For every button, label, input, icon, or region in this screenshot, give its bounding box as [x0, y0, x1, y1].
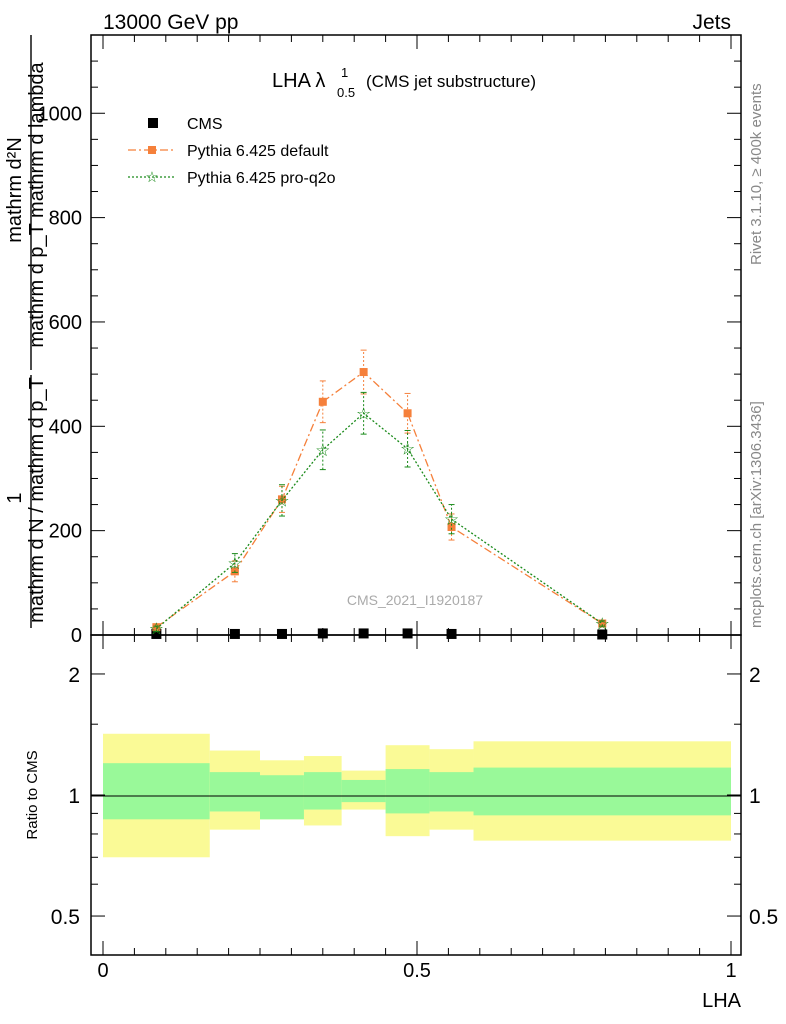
svg-text:mathrm d N / mathrm d p_T: mathrm d N / mathrm d p_T: [26, 377, 48, 623]
svg-text:LHA λ: LHA λ: [272, 70, 325, 92]
x-tick-label: 1: [725, 960, 736, 982]
rivet-label: Rivet 3.1.10, ≥ 400k events: [748, 83, 765, 265]
data-point: [402, 628, 413, 639]
title-main: LHA λ: [272, 70, 325, 92]
header-right: Jets: [692, 11, 731, 34]
band-inner: [260, 775, 304, 820]
band-inner: [303, 772, 342, 810]
title-suffix: (CMS jet substructure): [366, 72, 536, 91]
chart-title: LHA λ 1 0.5 (CMS jet substructure): [272, 65, 536, 100]
series-2: ☆ ☆ ☆ ☆ ☆ ☆ ☆ ☆: [149, 391, 610, 639]
data-point: ☆: [274, 491, 289, 510]
y-tick-label: 600: [49, 312, 82, 334]
y-tick-label: 0: [71, 625, 82, 647]
ratio-y-tick-label-right: 0.5: [749, 906, 778, 929]
x-axis-label: LHA: [702, 990, 742, 1012]
title-sup: 1: [341, 65, 348, 80]
data-point: ☆: [444, 510, 459, 529]
ratio-bands: [103, 733, 731, 858]
y-axis-label: 1 mathrm d N / mathrm d p_T mathrm d²N m…: [4, 35, 48, 628]
data-point: [276, 628, 287, 639]
series-line: [155, 412, 603, 630]
legend-item-pythia-pro-q2o: ☆ Pythia 6.425 pro-q2o: [128, 169, 336, 187]
svg-text:Pythia 6.425 pro-q2o: Pythia 6.425 pro-q2o: [187, 170, 336, 187]
band-inner: [429, 772, 474, 812]
band-inner: [341, 779, 386, 803]
legend-item-pythia-default: Pythia 6.425 default: [128, 143, 329, 160]
main-axis-ticks: 0 200 400 600 800 1000: [38, 35, 741, 647]
svg-text:☆: ☆: [145, 169, 158, 186]
ratio-y-tick-label: 0.5: [51, 906, 80, 929]
y-tick-label: 1000: [38, 103, 83, 125]
data-point: [151, 628, 162, 639]
svg-text:mathrm d²N: mathrm d²N: [4, 137, 26, 243]
ratio-y-tick-label-right: 2: [749, 664, 761, 687]
ratio-y-tick-label: 2: [68, 664, 80, 687]
data-point: ☆: [149, 620, 164, 639]
data-point: [403, 409, 412, 418]
data-point: [598, 619, 607, 628]
ratio-plot-frame: [90, 634, 742, 956]
data-point: [358, 628, 369, 639]
data-point: ☆: [400, 440, 415, 459]
svg-text:CMS: CMS: [187, 116, 223, 133]
mcplots-label: mcplots.cern.ch [arXiv:1306.3436]: [748, 401, 765, 628]
band-inner: [385, 769, 430, 814]
ratio-y-tick-label-right: 1: [749, 785, 761, 808]
series-0: [151, 628, 608, 640]
ratio-ylabel: Ratio to CMS: [24, 750, 41, 839]
band-inner: [209, 772, 260, 812]
legend-item-cms: CMS: [148, 116, 223, 133]
data-point: [446, 628, 457, 639]
header-left: 13000 GeV pp: [103, 11, 238, 34]
svg-text:Pythia 6.425 default: Pythia 6.425 default: [187, 143, 329, 160]
band-inner: [473, 767, 731, 816]
ratio-y-tick-label: 1: [68, 785, 80, 808]
data-point: [447, 523, 456, 531]
data-point: [229, 628, 240, 639]
data-point: ☆: [356, 404, 371, 423]
legend: CMS Pythia 6.425 default ☆ Pythia 6.425 …: [128, 116, 336, 187]
y-tick-label: 400: [49, 416, 82, 438]
x-tick-label: 0.5: [403, 960, 431, 982]
watermark: CMS_2021_I1920187: [347, 592, 483, 608]
data-point: ☆: [315, 441, 330, 460]
x-tick-label: 0: [97, 960, 108, 982]
series-line: [156, 371, 603, 628]
series-1: [152, 349, 607, 632]
data-point: ☆: [227, 554, 242, 573]
svg-text:1: 1: [4, 492, 26, 503]
y-tick-label: 200: [49, 521, 82, 543]
band-inner: [103, 763, 210, 820]
data-point: ☆: [595, 615, 610, 634]
y-tick-label: 800: [49, 208, 82, 230]
svg-text:mathrm d p_T mathrm d lambda: mathrm d p_T mathrm d lambda: [26, 61, 48, 347]
ratio-axis-ticks: 0.5 0.5 1 1 2 2 0 0.5 1: [51, 635, 778, 982]
main-series: ☆ ☆ ☆ ☆ ☆ ☆ ☆ ☆: [149, 349, 610, 640]
data-point: [318, 397, 327, 406]
data-point: [359, 368, 368, 377]
data-point: [317, 628, 328, 639]
title-sub: 0.5: [337, 85, 355, 100]
ratio-plot: 0.5 0.5 1 1 2 2 0 0.5 1 Ratio to CMS LHA: [24, 634, 778, 1012]
